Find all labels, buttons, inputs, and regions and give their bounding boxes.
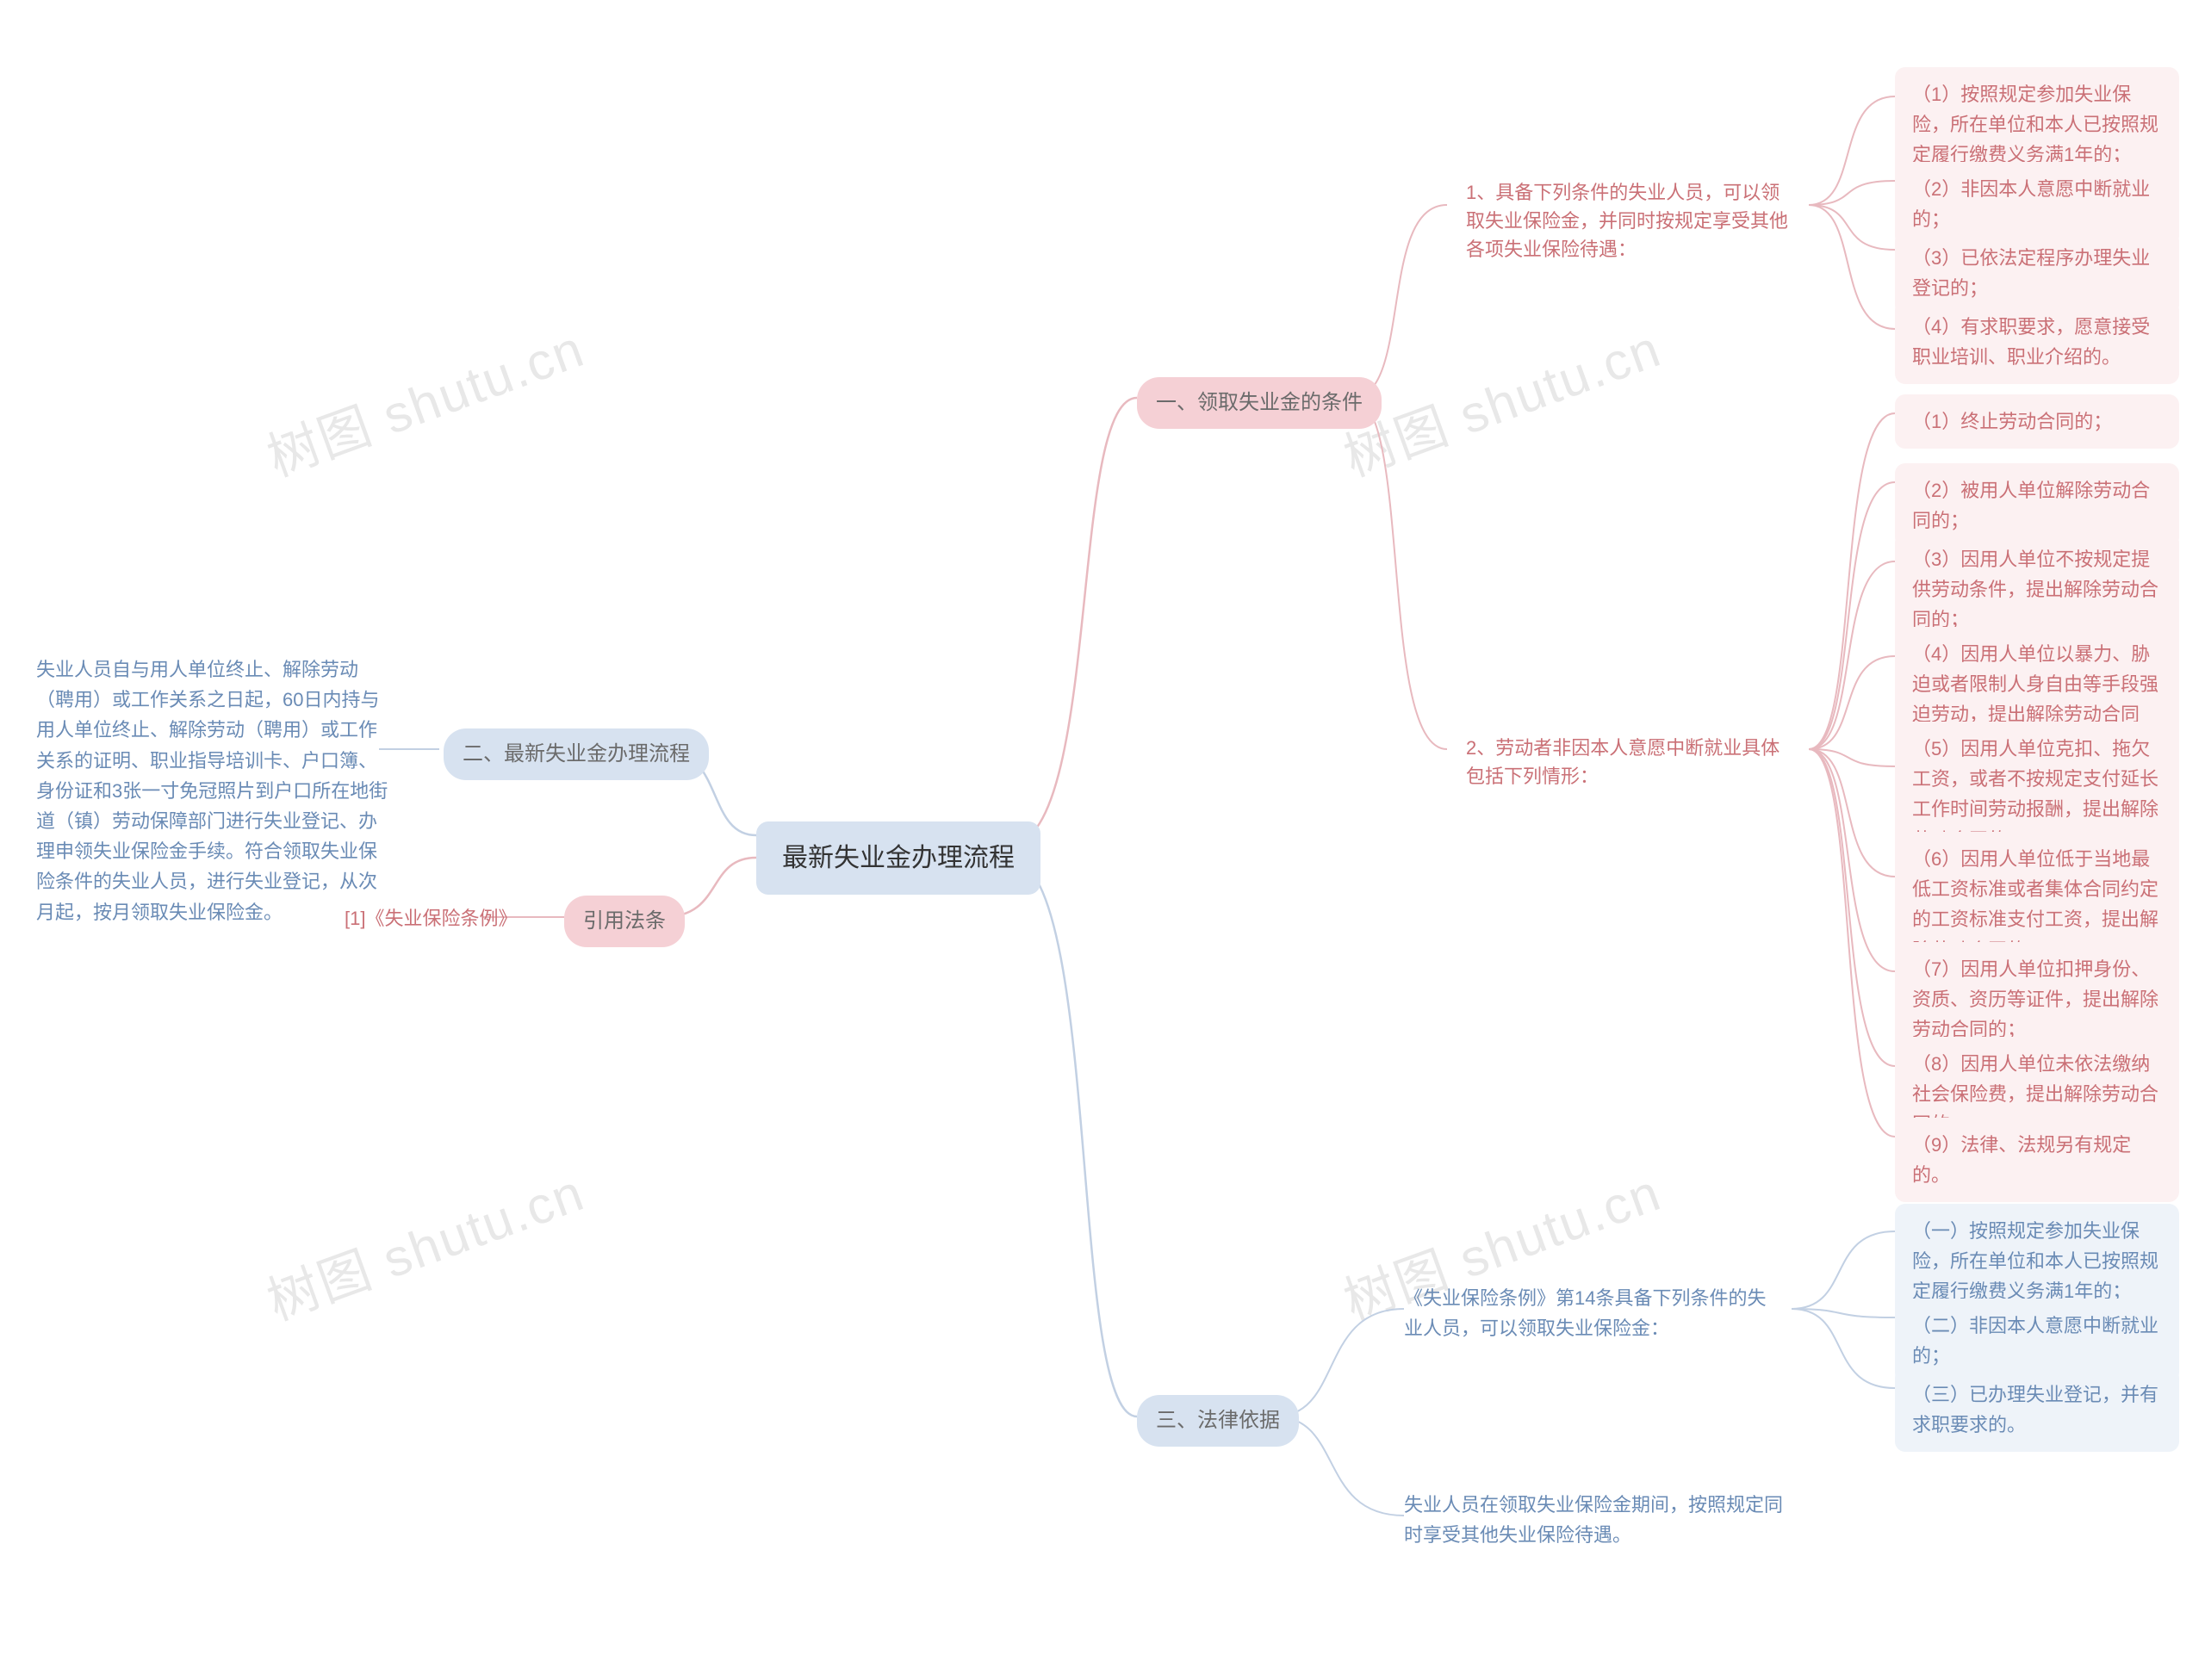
branch-3-1: 《失业保险条例》第14条具备下列条件的失业人员，可以领取失业保险金： [1404,1283,1783,1343]
branch-3-2: 失业人员在领取失业保险金期间，按照规定同时享受其他失业保险待遇。 [1404,1490,1783,1550]
branch-1-1: 1、具备下列条件的失业人员，可以领取失业保险金，并同时按规定享受其他各项失业保险… [1447,168,1809,274]
branch-1: 一、领取失业金的条件 [1137,377,1382,429]
watermark: 树图 shutu.cn [1332,307,1670,492]
watermark: 树图 shutu.cn [256,1151,593,1336]
branch-1-2: 2、劳动者非因本人意愿中断就业具体包括下列情形： [1447,723,1809,801]
watermark: 树图 shutu.cn [256,307,593,492]
leaf-1-2-1: （1）终止劳动合同的； [1895,394,2179,449]
leaf-1-1-4: （4）有求职要求，愿意接受职业培训、职业介绍的。 [1895,300,2179,384]
branch-2-text: 失业人员自与用人单位终止、解除劳动（聘用）或工作关系之日起，60日内持与用人单位… [36,654,389,927]
leaf-3-1-3: （三）已办理失业登记，并有求职要求的。 [1895,1367,2179,1452]
branch-3: 三、法律依据 [1137,1395,1299,1447]
branch-4: 引用法条 [564,896,685,947]
branch-2: 二、最新失业金办理流程 [444,728,709,780]
leaf-1-2-9: （9）法律、法规另有规定的。 [1895,1118,2179,1202]
root-node: 最新失业金办理流程 [756,821,1040,895]
branch-4-text: [1]《失业保险条例》 [345,904,517,933]
